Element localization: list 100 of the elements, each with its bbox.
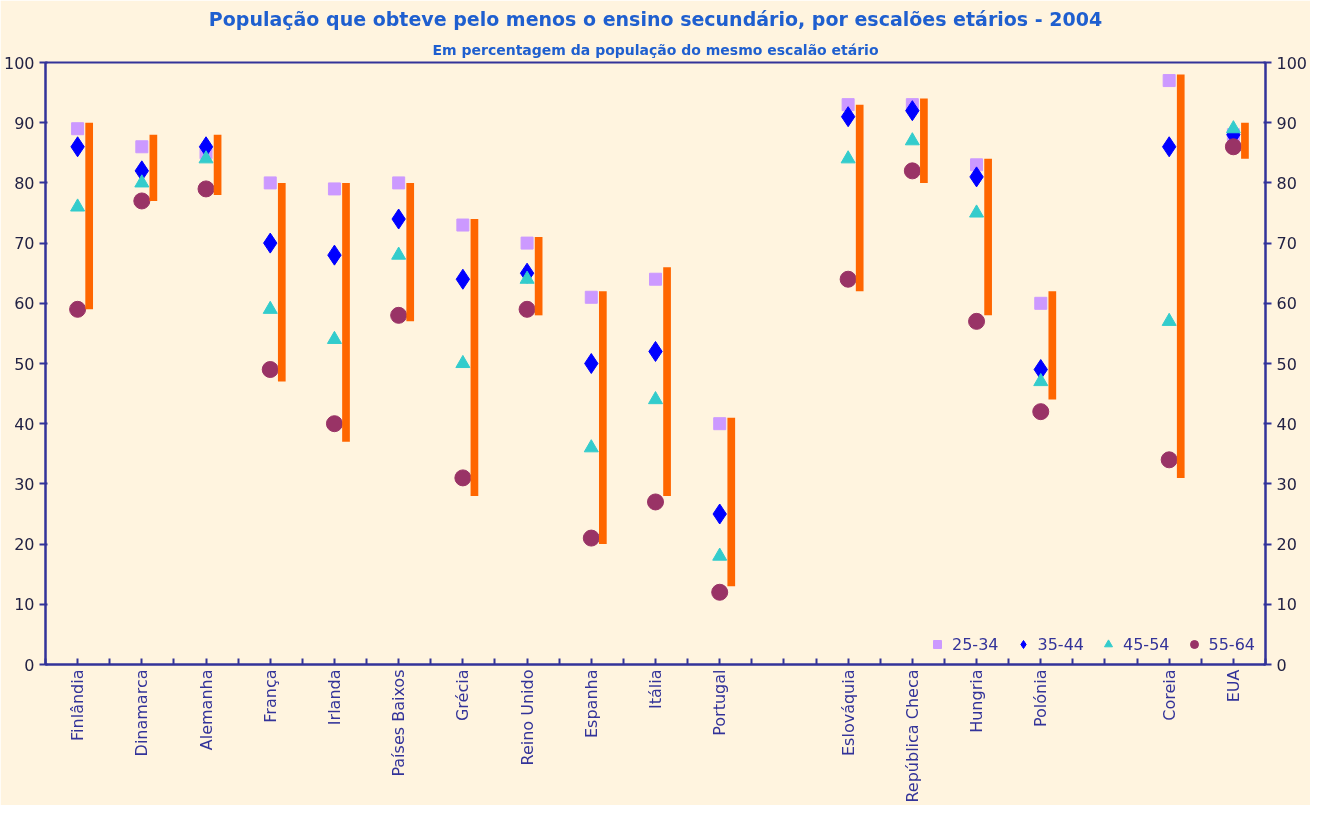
x-tick-label: Eslováquia xyxy=(838,669,858,756)
point xyxy=(1161,312,1177,326)
point xyxy=(455,354,471,369)
x-tick-label: Finlândia xyxy=(68,669,88,741)
point xyxy=(198,150,214,164)
y-tick-label: 20 xyxy=(14,535,35,555)
point xyxy=(456,218,470,232)
x-tick-label: Países Baixos xyxy=(389,669,409,777)
point xyxy=(263,176,277,190)
point xyxy=(134,174,150,188)
point xyxy=(327,182,341,196)
point xyxy=(69,300,87,318)
y-tick-label: 10 xyxy=(14,595,35,615)
y-tick-label: 100 xyxy=(3,53,35,73)
point xyxy=(390,306,408,324)
bar xyxy=(406,182,415,322)
point xyxy=(262,300,278,314)
x-tick-label: Hungria xyxy=(967,669,987,733)
point xyxy=(1033,372,1049,387)
point xyxy=(133,192,151,210)
point xyxy=(649,272,662,286)
x-tick-label: Espanha xyxy=(581,669,601,738)
x-tick-label: Reino Unido xyxy=(517,669,537,766)
y2-tick-label: 70 xyxy=(1276,234,1297,254)
y2-tick-label: 20 xyxy=(1276,535,1297,555)
bar xyxy=(342,182,350,442)
x-tick-label: Itália xyxy=(646,669,665,709)
point xyxy=(839,270,857,288)
y2-tick-label: 0 xyxy=(1276,655,1287,675)
point xyxy=(519,270,535,284)
y2-tick-label: 10 xyxy=(1276,595,1297,615)
legend-label: 45-54 xyxy=(1123,634,1170,654)
bar xyxy=(85,122,94,310)
y-tick-label: 80 xyxy=(14,173,35,193)
x-tick-label: Polónia xyxy=(1031,669,1051,727)
bar xyxy=(855,104,864,292)
x-tick-label: Portugal xyxy=(710,669,730,736)
bar xyxy=(1048,291,1057,400)
bar xyxy=(663,267,671,496)
legend-label: 55-64 xyxy=(1208,634,1255,654)
point xyxy=(1225,120,1241,134)
x-tick-label: Dinamarca xyxy=(132,669,152,757)
point xyxy=(1224,138,1242,156)
chart-subtitle: Em percentagem da população do mesmo escalão etário xyxy=(432,41,879,58)
bar xyxy=(534,237,543,316)
bar xyxy=(598,291,607,545)
x-tick-label: Coreia xyxy=(1159,669,1179,721)
point xyxy=(454,469,472,487)
bar xyxy=(149,134,158,201)
point xyxy=(455,268,471,290)
point xyxy=(1032,403,1050,421)
bar xyxy=(1241,122,1249,159)
y2-tick-label: 100 xyxy=(1276,53,1308,73)
bar xyxy=(920,98,928,183)
y2-tick-label: 80 xyxy=(1276,173,1297,193)
point xyxy=(520,236,534,250)
point xyxy=(968,312,986,330)
point xyxy=(711,583,729,601)
point xyxy=(1034,296,1048,310)
point xyxy=(713,417,727,431)
y2-tick-label: 50 xyxy=(1276,354,1297,374)
bar xyxy=(1176,74,1185,478)
y-tick-label: 40 xyxy=(14,414,35,434)
legend-label: 35-44 xyxy=(1037,634,1084,654)
point xyxy=(583,439,599,453)
point xyxy=(261,361,279,378)
point xyxy=(135,140,149,154)
y-tick-label: 90 xyxy=(14,113,35,133)
y2-tick-label: 40 xyxy=(1276,414,1297,434)
y2-tick-label: 30 xyxy=(1276,474,1297,494)
point xyxy=(70,198,86,212)
point xyxy=(712,547,728,561)
point xyxy=(840,106,856,128)
point xyxy=(903,162,921,180)
point xyxy=(1160,451,1178,469)
x-tick-label: Grécia xyxy=(453,669,473,722)
x-tick-label: Irlanda xyxy=(324,669,344,726)
point xyxy=(904,132,920,146)
bar xyxy=(727,417,736,587)
point xyxy=(1162,74,1176,88)
point xyxy=(969,204,985,218)
x-tick-label: Alemanha xyxy=(196,669,216,751)
bar xyxy=(213,134,222,195)
bar xyxy=(470,219,479,496)
point xyxy=(197,180,215,198)
y2-tick-label: 60 xyxy=(1276,294,1297,314)
y-tick-label: 70 xyxy=(14,234,35,254)
point xyxy=(584,290,598,304)
point xyxy=(326,330,342,344)
point xyxy=(518,300,536,318)
point xyxy=(391,246,407,260)
point xyxy=(584,353,599,374)
chart-title: População que obteve pelo menos o ensino secundário, por escalões etários - 2004 xyxy=(208,7,1103,30)
point xyxy=(840,150,856,164)
y-tick-label: 60 xyxy=(14,294,35,314)
y2-tick-label: 90 xyxy=(1276,113,1297,133)
bar xyxy=(984,158,992,316)
x-tick-label: França xyxy=(260,669,280,723)
point xyxy=(392,176,406,190)
y-tick-label: 0 xyxy=(24,655,35,675)
